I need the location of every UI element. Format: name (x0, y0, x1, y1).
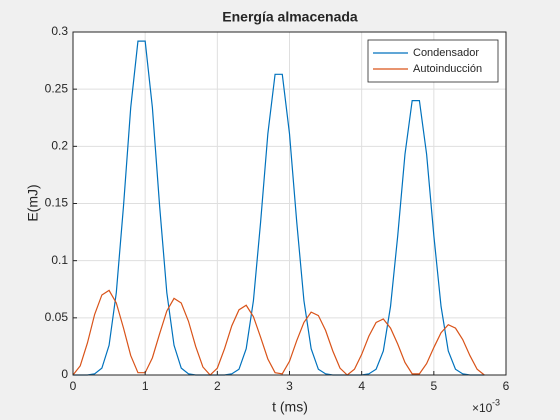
legend-box (367, 39, 499, 83)
series-line (72, 289, 485, 376)
x-tick-label: 0 (70, 379, 77, 393)
y-tick-label: 0.3 (51, 24, 68, 38)
x-tick-label: 1 (142, 379, 149, 393)
y-tick-label: 0 (61, 367, 68, 381)
legend-label: Autoinducción (413, 63, 482, 75)
y-tick-label: 0.2 (51, 139, 68, 153)
y-tick-label: 0.15 (45, 196, 69, 210)
legend-label: Condensador (413, 47, 479, 59)
x-tick-label: 4 (358, 379, 365, 393)
chart-title: Energía almacenada (222, 9, 358, 25)
x-tick-label: 3 (286, 379, 293, 393)
y-tick-label: 0.1 (51, 253, 68, 267)
x-tick-label: 5 (430, 379, 437, 393)
y-axis-label: E(mJ) (25, 184, 41, 221)
x-tick-label: 6 (503, 379, 510, 393)
legend: Condensador Autoinducción (367, 39, 499, 83)
y-tick-label: 0.25 (45, 81, 69, 95)
y-tick-label: 0.05 (45, 310, 69, 324)
x-exponent-base: ×10 (472, 401, 493, 415)
lines (72, 40, 485, 376)
x-tick-label: 2 (214, 379, 221, 393)
x-exponent: -3 (492, 397, 500, 407)
x-axis-label: t (ms) (272, 399, 308, 415)
series-line (73, 40, 485, 376)
